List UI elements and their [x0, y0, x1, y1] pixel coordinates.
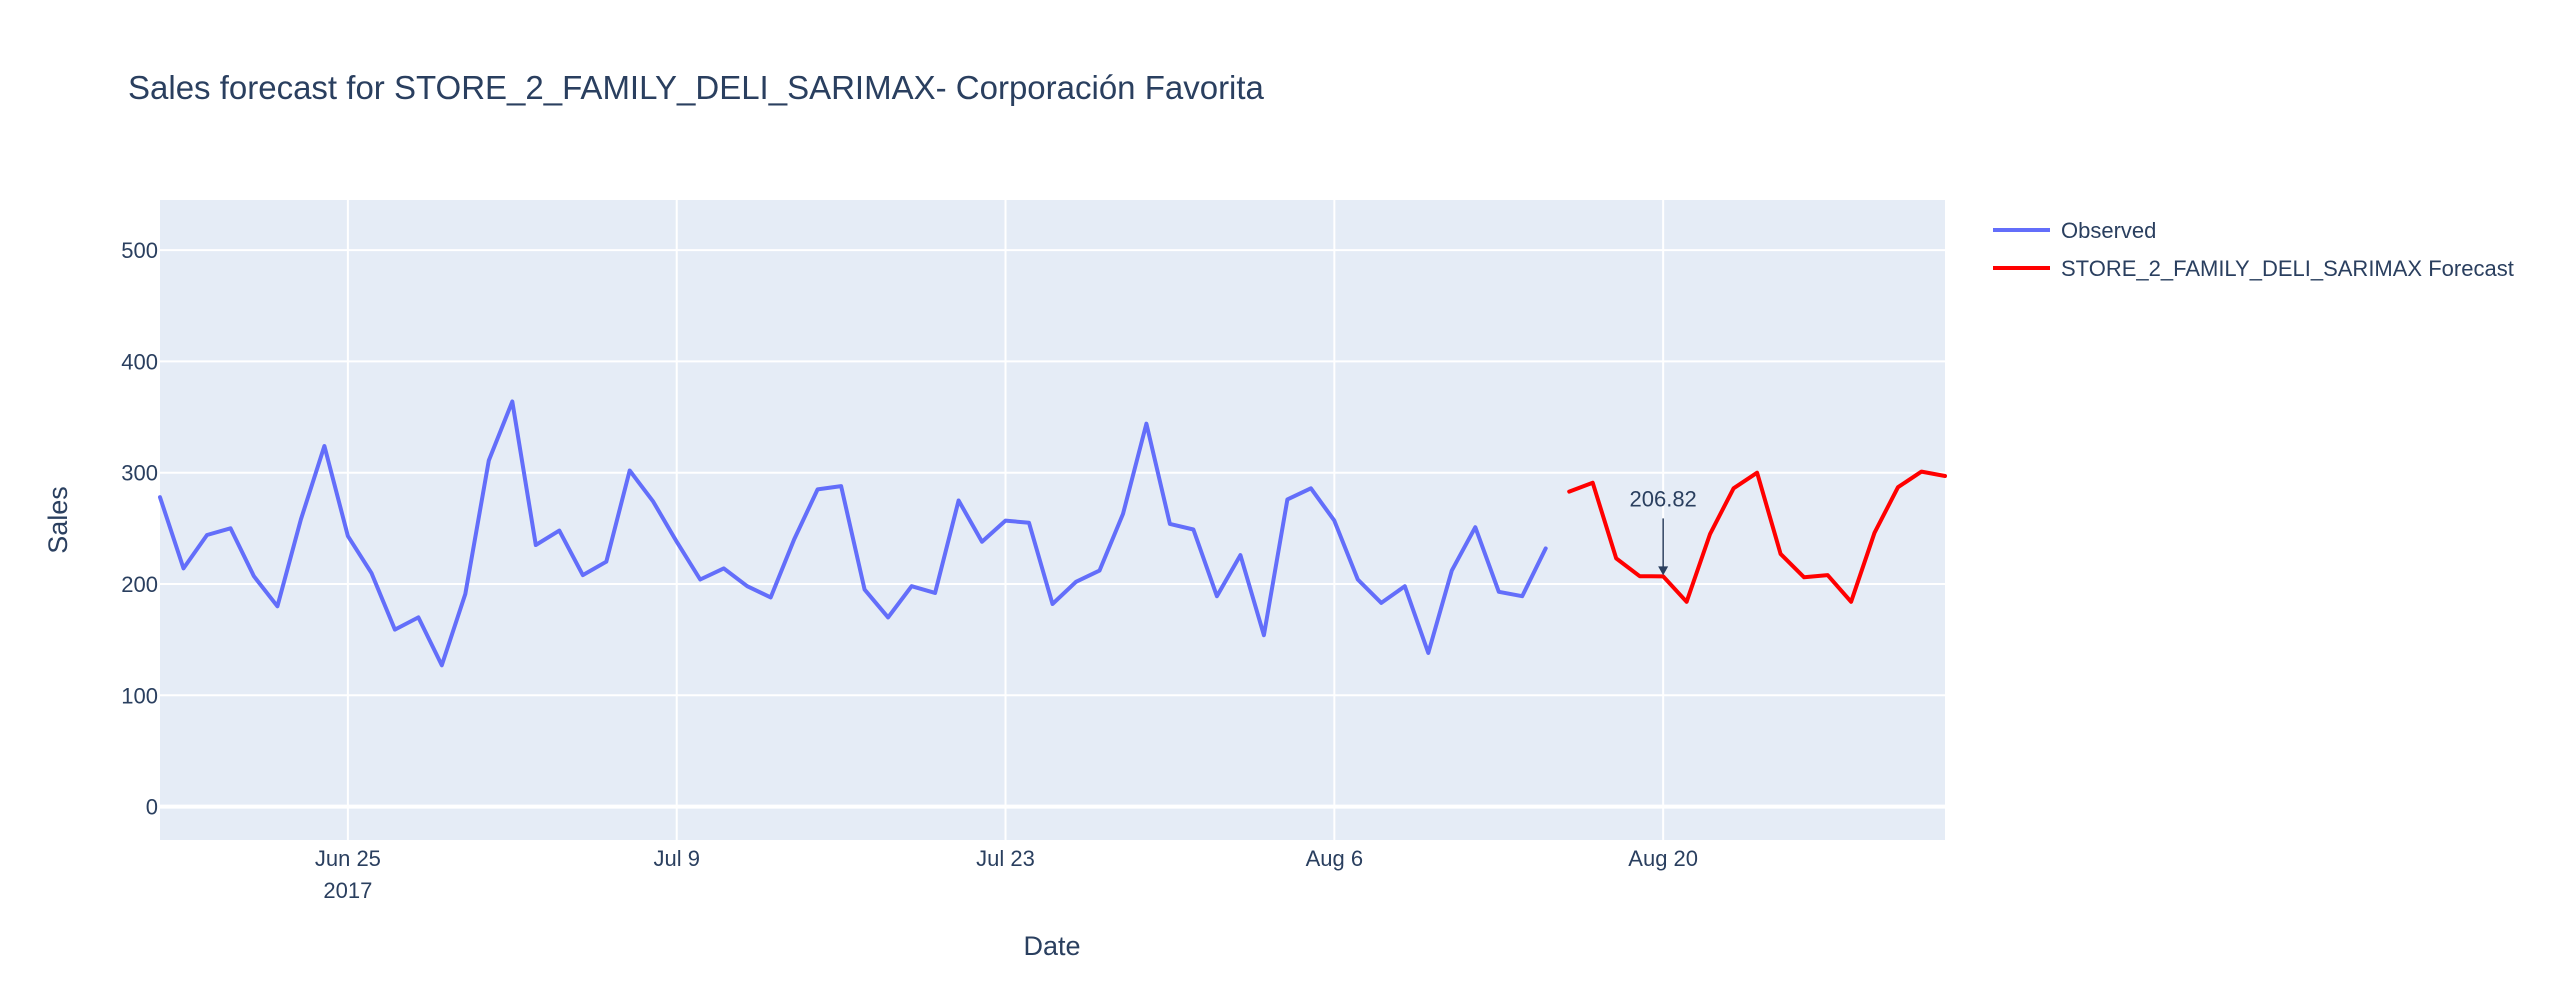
x-tick-label: Jul 23: [976, 846, 1035, 871]
x-axis-title: Date: [1023, 931, 1080, 961]
y-tick-labels: 0 100 200 300 400 500: [121, 238, 158, 820]
x-tick-label: Jun 25: [315, 846, 381, 871]
forecast-line: [1567, 469, 1947, 604]
grid-lines: [160, 200, 1945, 840]
legend[interactable]: Observed STORE_2_FAMILY_DELI_SARIMAX Fore…: [1993, 218, 2514, 281]
x-tick-label: Jul 9: [653, 846, 699, 871]
x-tick-label: Aug 6: [1306, 846, 1364, 871]
plot-area: [160, 200, 1945, 840]
legend-label: Observed: [2061, 218, 2156, 243]
legend-item[interactable]: Observed: [1993, 218, 2156, 243]
legend-item[interactable]: STORE_2_FAMILY_DELI_SARIMAX Forecast: [1993, 256, 2514, 281]
observed-line: [158, 399, 1548, 668]
y-tick-label: 200: [121, 572, 158, 597]
y-tick-label: 300: [121, 461, 158, 486]
x-tick-labels: Jun 25 2017 Jul 9 Jul 23 Aug 6 Aug 20: [315, 846, 1698, 903]
legend-label: STORE_2_FAMILY_DELI_SARIMAX Forecast: [2061, 256, 2514, 281]
y-tick-label: 400: [121, 349, 158, 374]
series-lines: [158, 399, 1947, 668]
annotations: 206.82: [1630, 486, 1697, 576]
annotation-label: 206.82: [1630, 486, 1697, 511]
x-tick-year-label: 2017: [323, 878, 372, 903]
annotation-arrow-head: [1658, 566, 1669, 576]
y-tick-label: 100: [121, 683, 158, 708]
y-axis-title: Sales: [43, 486, 73, 554]
chart-title: Sales forecast for STORE_2_FAMILY_DELI_S…: [128, 69, 1265, 106]
x-tick-label: Aug 20: [1628, 846, 1698, 871]
y-tick-label: 500: [121, 238, 158, 263]
y-tick-label: 0: [146, 795, 158, 820]
